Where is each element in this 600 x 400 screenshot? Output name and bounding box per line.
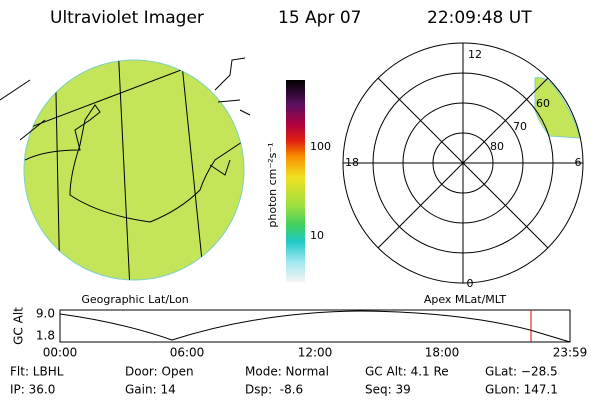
polar-plot — [342, 42, 584, 284]
time-tick: 06:00 — [170, 346, 205, 360]
colorbar-label: 100 — [310, 140, 331, 153]
colorbar — [286, 80, 305, 282]
altitude-ylabel: GC Alt — [12, 307, 26, 345]
mlt-label: 0 — [467, 277, 474, 290]
time-tick: 12:00 — [298, 346, 333, 360]
panel-label: Geographic Lat/Lon — [81, 293, 188, 306]
info-field: IP: 36.0 — [10, 383, 55, 397]
title: Ultraviolet Imager — [50, 8, 204, 28]
time-tick: 18:00 — [425, 346, 460, 360]
mlt-label: 18 — [345, 156, 359, 169]
time-tick: 23:59 — [553, 346, 588, 360]
info-block: Flt: LBHL Door: Open Mode: Normal GC Alt: 4… — [10, 365, 558, 397]
info-field: Door: Open — [125, 365, 194, 379]
date: 15 Apr 07 — [278, 8, 361, 28]
altitude-ytick: 1.8 — [36, 329, 55, 343]
info-field: Seq: 39 — [365, 383, 411, 397]
info-field: Gain: 14 — [125, 383, 176, 397]
panel-label: Apex MLat/MLT — [424, 293, 507, 306]
time: 22:09:48 UT — [427, 8, 532, 28]
time-tick: 00:00 — [43, 346, 78, 360]
lat-label: 60 — [536, 97, 550, 110]
colorbar-unit: photon cm⁻²s⁻¹ — [266, 142, 279, 227]
info-field: GLon: 147.1 — [485, 383, 558, 397]
mlt-label: 12 — [468, 48, 482, 61]
colorbar-label: 10 — [310, 229, 324, 242]
altitude-plot — [59, 309, 571, 343]
info-field: Flt: LBHL — [10, 365, 64, 379]
geographic-image — [0, 57, 251, 281]
mlt-label: 6 — [575, 156, 582, 169]
lat-label: 70 — [513, 120, 527, 133]
info-field: GLat: −28.5 — [485, 365, 558, 379]
lat-label: 80 — [490, 140, 504, 153]
info-field: Mode: Normal — [245, 365, 329, 379]
altitude-ytick: 9.0 — [36, 307, 55, 321]
info-field: GC Alt: 4.1 Re — [365, 365, 449, 379]
info-field: Dsp: -8.6 — [245, 383, 303, 397]
